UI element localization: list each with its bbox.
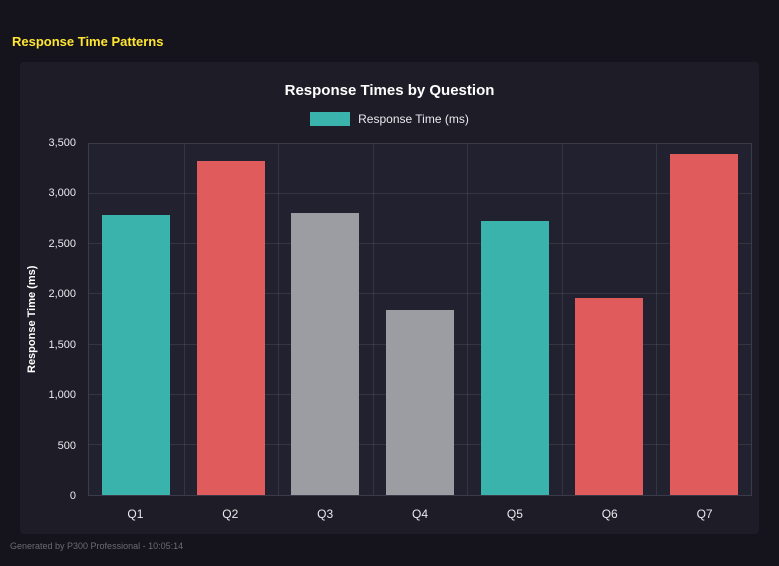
bar-column-q6 bbox=[562, 144, 657, 495]
chart-legend: Response Time (ms) bbox=[20, 112, 759, 126]
x-tick-label-q1: Q1 bbox=[127, 507, 144, 521]
bar-q7[interactable] bbox=[669, 154, 738, 495]
h-gridline bbox=[89, 243, 751, 245]
bar-column-q1 bbox=[89, 144, 184, 495]
y-tick-label: 3,500 bbox=[48, 137, 76, 149]
bar-column-q7 bbox=[656, 144, 751, 495]
x-tick-label-q5: Q5 bbox=[506, 507, 523, 521]
x-tick-label-q4: Q4 bbox=[412, 507, 429, 521]
y-tick-label: 500 bbox=[57, 439, 76, 452]
x-tick-label-q7: Q7 bbox=[696, 507, 713, 521]
chart-title: Response Times by Question bbox=[284, 82, 495, 99]
v-gridline bbox=[372, 144, 374, 495]
x-axis-labels: Q1 Q2 Q3 Q4 Q5 Q6 Q7 bbox=[88, 502, 752, 526]
y-tick-label: 2,500 bbox=[48, 237, 76, 250]
bar-q1[interactable] bbox=[102, 215, 171, 495]
footer-text: Generated by P300 Professional - 10:05:1… bbox=[10, 541, 184, 551]
bar-column-q5 bbox=[467, 144, 562, 495]
bar-q2[interactable] bbox=[196, 161, 265, 495]
bar-column-q2 bbox=[184, 144, 279, 495]
bar-column-q4 bbox=[373, 144, 468, 495]
bar-q3[interactable] bbox=[291, 213, 360, 495]
plot-area bbox=[88, 143, 752, 496]
y-tick-label: 0 bbox=[69, 490, 76, 502]
x-tick-label-q3: Q3 bbox=[317, 507, 334, 521]
x-tick-label-q2: Q2 bbox=[222, 507, 239, 521]
h-gridline bbox=[89, 193, 751, 195]
y-tick-label: 2,000 bbox=[48, 288, 76, 301]
y-tick-label: 3,000 bbox=[48, 187, 76, 200]
legend-label: Response Time (ms) bbox=[358, 112, 469, 126]
bar-q5[interactable] bbox=[480, 221, 549, 495]
page-title: Response Time Patterns bbox=[12, 34, 164, 49]
chart-panel: Response Times by Question Response Time… bbox=[20, 62, 759, 534]
v-gridline bbox=[183, 144, 185, 495]
v-gridline bbox=[278, 144, 280, 495]
y-axis-ticks: 0 500 1,000 1,500 2,000 2,500 3,000 3,500 bbox=[20, 137, 82, 502]
v-gridline bbox=[561, 144, 563, 495]
v-gridline bbox=[656, 144, 658, 495]
x-tick-label-q6: Q6 bbox=[601, 507, 618, 521]
bar-column-q3 bbox=[278, 144, 373, 495]
bar-q6[interactable] bbox=[575, 298, 644, 495]
legend-item-response-time[interactable]: Response Time (ms) bbox=[310, 112, 469, 126]
v-gridline bbox=[467, 144, 469, 495]
y-tick-label: 1,000 bbox=[48, 389, 76, 402]
legend-swatch bbox=[310, 112, 351, 126]
bar-q4[interactable] bbox=[385, 310, 455, 495]
y-tick-label: 1,500 bbox=[48, 338, 76, 351]
h-gridline bbox=[89, 293, 751, 295]
